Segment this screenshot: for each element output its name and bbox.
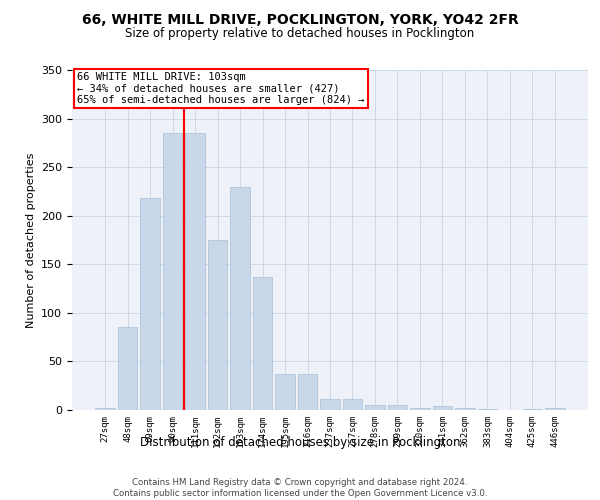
Bar <box>140 198 160 410</box>
Bar <box>118 328 137 410</box>
Text: Contains HM Land Registry data © Crown copyright and database right 2024.
Contai: Contains HM Land Registry data © Crown c… <box>113 478 487 498</box>
Text: Size of property relative to detached houses in Pocklington: Size of property relative to detached ho… <box>125 28 475 40</box>
Bar <box>388 405 407 410</box>
Bar <box>208 240 227 410</box>
Bar <box>320 400 340 410</box>
Bar <box>410 408 430 410</box>
Bar <box>455 408 475 410</box>
Bar <box>230 186 250 410</box>
Bar <box>523 409 542 410</box>
Bar <box>275 374 295 410</box>
Bar <box>185 133 205 410</box>
Bar <box>253 277 272 410</box>
Bar <box>163 133 182 410</box>
Y-axis label: Number of detached properties: Number of detached properties <box>26 152 35 328</box>
Text: 66 WHITE MILL DRIVE: 103sqm
← 34% of detached houses are smaller (427)
65% of se: 66 WHITE MILL DRIVE: 103sqm ← 34% of det… <box>77 72 365 105</box>
Bar <box>298 374 317 410</box>
Bar <box>343 400 362 410</box>
Bar <box>545 408 565 410</box>
Bar <box>433 406 452 410</box>
Bar <box>365 405 385 410</box>
Bar <box>95 408 115 410</box>
Text: Distribution of detached houses by size in Pocklington: Distribution of detached houses by size … <box>140 436 460 449</box>
Bar <box>478 409 497 410</box>
Text: 66, WHITE MILL DRIVE, POCKLINGTON, YORK, YO42 2FR: 66, WHITE MILL DRIVE, POCKLINGTON, YORK,… <box>82 12 518 26</box>
